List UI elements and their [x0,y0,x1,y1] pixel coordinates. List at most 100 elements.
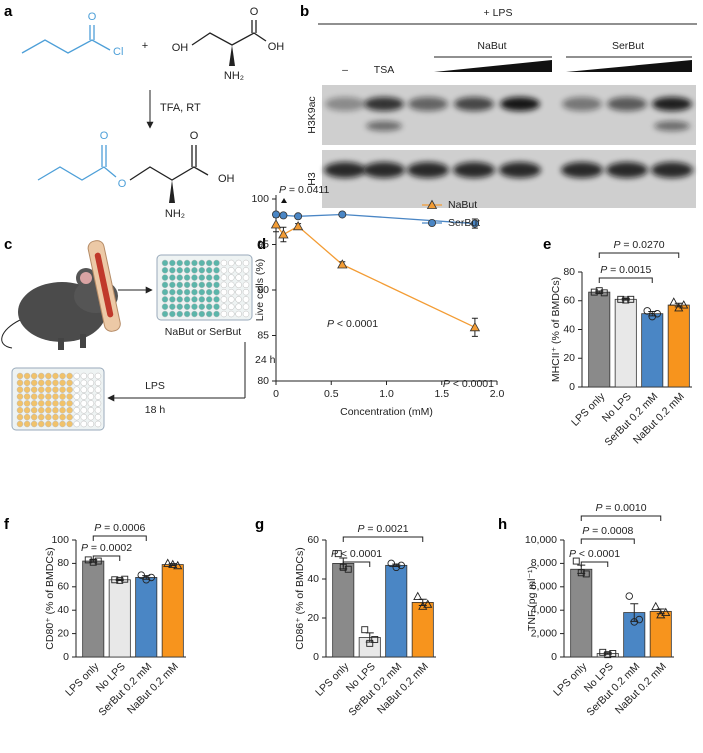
group-label: SerBut [612,40,644,52]
well [228,267,235,274]
well [59,386,66,393]
band [366,121,402,131]
blot-image [322,150,696,208]
well [45,393,52,400]
well [235,296,242,303]
bar [570,568,593,658]
atom: O [190,130,199,142]
band [325,97,365,111]
mouse-leg [80,334,86,348]
well [73,386,80,393]
well [73,407,80,414]
well [191,288,198,296]
well [94,386,102,393]
data-point [366,639,374,647]
y-tick-label: 10,000 [525,534,557,546]
atom: O [100,130,109,142]
y-tick-label: 6,000 [531,581,557,593]
well [205,296,213,303]
panel-label: b [300,3,309,20]
well [213,259,220,267]
y-axis-title: CD86⁺ (% of BMDCs) [294,547,306,649]
dose-wedge [566,60,692,72]
well [176,296,183,303]
well [235,303,242,310]
well [87,400,95,407]
band [454,97,494,111]
data-point [423,599,433,608]
data-point [168,559,178,569]
well [38,407,45,414]
line [275,224,476,328]
data-point [625,592,634,600]
well [23,372,31,380]
well [45,386,52,393]
well [80,400,88,407]
well [191,267,198,274]
well [228,274,235,281]
well [52,372,59,380]
well [45,379,52,387]
y-tick-label: 0 [551,651,557,663]
bar [135,577,158,658]
y-tick-label: 20 [563,352,575,364]
y-tick-label: 100 [251,193,269,205]
plus: + [142,40,148,52]
well [191,310,198,318]
data-point [651,601,661,611]
well [73,413,80,421]
annotation: P = 0.0411 [279,184,329,196]
y-axis-title: TNF (pg ml⁻¹) [526,566,538,631]
band [652,97,692,111]
well [52,400,59,407]
comparison-bracket [598,277,653,283]
well [16,372,24,380]
well [87,420,95,428]
x-axis-title: Concentration (mM) [340,406,433,418]
well [52,413,59,421]
well [183,303,191,310]
well [59,372,66,380]
y-tick-label: 8,000 [531,557,557,569]
well [94,393,102,400]
y-tick-label: 4,000 [531,604,557,616]
well [23,400,31,407]
time-label: 18 h [145,404,166,416]
data-point [337,259,348,269]
well [242,296,250,303]
well [213,310,220,318]
atom: NH₂ [224,70,244,82]
well [205,274,213,281]
treatment-label: LPS [145,380,165,392]
data-point [294,212,303,221]
bar [385,564,408,658]
mouse-leg [58,338,64,350]
well [30,379,38,387]
data-point [292,220,304,231]
well [183,296,191,303]
conditions: TFA, RT [160,102,201,114]
well [235,281,242,289]
well [87,407,95,414]
bond [21,39,111,54]
band [561,162,603,178]
bar [161,564,184,658]
well [161,288,169,296]
bar [588,291,611,388]
bar [411,602,434,658]
well [73,420,80,428]
band [408,97,448,111]
well [59,407,66,414]
data-point [643,307,652,315]
well [87,372,95,380]
legend-marker [427,218,436,227]
x-tick-label: 1.5 [434,388,449,400]
band [651,162,693,178]
data-point [116,576,124,584]
well [228,288,235,296]
y-tick-label: 60 [563,295,575,307]
data-point [627,295,635,303]
data-point [413,591,423,600]
data-point [577,569,585,577]
